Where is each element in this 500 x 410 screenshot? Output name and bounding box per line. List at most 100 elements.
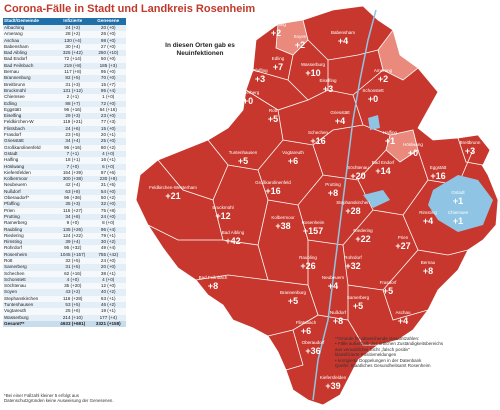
recovered-cell: 63 (+1) <box>90 295 126 303</box>
region-breitbrunn <box>457 134 491 166</box>
map-case-count: +32 <box>345 261 360 271</box>
table-row: Vogtareuth 25 (+6) 19 (+1) <box>3 308 126 315</box>
municipality-cell: Brannenburg <box>3 75 55 82</box>
district-outline <box>135 5 499 406</box>
map-case-count: +5 <box>288 296 298 306</box>
infected-cell: 39 (+4) <box>55 239 91 246</box>
recovered-cell: 12 (+0) <box>90 283 126 290</box>
recovered-cell: 20 (+1) <box>90 132 126 139</box>
map-place-name: Brannenburg <box>280 290 307 295</box>
lake-chiemsee <box>428 175 493 232</box>
municipality-cell: Prutting <box>3 213 55 221</box>
recovered-cell: 64 (+16) <box>90 106 126 114</box>
municipality-cell: Kolbermoor <box>3 176 55 183</box>
infected-cell: 31 (+3) <box>55 81 91 88</box>
total-label-cell: Gesamt** <box>3 320 55 328</box>
infected-cell: 24 (+6) <box>55 125 91 133</box>
map-case-count: +38 <box>275 221 290 231</box>
map-place-name: Aschau <box>395 310 411 315</box>
recovered-cell: 50 (+2) <box>90 195 126 202</box>
map-case-count: +157 <box>303 226 323 236</box>
recovered-cell: 32 (+0) <box>90 201 126 208</box>
map-case-count: +5 <box>383 286 393 296</box>
map-place-name: Flintsbach <box>296 320 317 325</box>
infected-cell: 25 (+6) <box>55 308 91 315</box>
map-case-count: +4 <box>398 316 408 326</box>
table-row: Chiemsee 2 (+1) 1 (+0) <box>3 94 126 101</box>
table-row: Bernau 117 (+8) 95 (+0) <box>3 69 126 76</box>
map-subtitle-line: In diesen Orten gab es <box>165 42 235 49</box>
recovered-cell: 1 (+0) <box>90 94 126 101</box>
map-subtitle-line: Neuinfektionen <box>176 50 224 57</box>
map-place-name: Kolbermoor <box>271 215 295 220</box>
infected-cell: 7 (+1) <box>55 150 91 158</box>
map-place-name: Vogtareuth <box>282 150 304 155</box>
table-row: Flintsbach 24 (+6) 15 (+0) <box>3 125 126 133</box>
municipality-cell: Neubeuern <box>3 182 55 189</box>
map-place-name: Stephanskirchen <box>336 200 370 205</box>
municipality-cell: Chiemsee <box>3 94 55 101</box>
infected-cell: 117 (+8) <box>55 69 91 76</box>
lake-north <box>368 115 380 130</box>
map-place-name: Rimsting <box>419 210 437 215</box>
recovered-cell: 50 (+0) <box>90 56 126 63</box>
infected-cell: 214 (+10) <box>55 314 91 321</box>
map-place-name: Bruckmühl <box>212 205 233 210</box>
municipality-cell: Vogtareuth <box>3 308 55 315</box>
table-row: Kiefersfelden 154 (+39) 87 (+6) <box>3 169 126 177</box>
map-place-name: Bernau <box>421 260 436 265</box>
recovered-cell: 79 (+1) <box>90 232 126 240</box>
infected-cell: 42 (+4) <box>55 182 91 189</box>
column-header-infected: Infizierte <box>55 18 91 25</box>
recovered-cell: 24 (+0) <box>90 213 126 221</box>
map-case-count: +16 <box>310 136 325 146</box>
infected-cell: 96 (+36) <box>55 195 91 202</box>
footnote-line: Datenschutzgründen keine Ausweisung der … <box>4 398 114 403</box>
map-place-name: Prien <box>398 235 409 240</box>
infected-cell: 116 (+28) <box>55 295 91 303</box>
recovered-cell: 19 (+1) <box>90 308 126 315</box>
infected-cell: 32 (+5) <box>55 257 91 265</box>
map-case-count: +8 <box>423 266 433 276</box>
page-title: Corona-Fälle in Stadt und Landkreis Rose… <box>4 3 256 15</box>
table-footnote: *Bei einer Fallzahl kleiner 5 erfolgt au… <box>4 393 164 403</box>
map-place-name: Soyen <box>294 34 307 39</box>
municipality-cell: Halfing <box>3 157 55 164</box>
map-case-count: +6 <box>301 326 311 336</box>
map-place-name: Bad Aibling <box>222 230 245 235</box>
map-case-count: +4 <box>335 116 345 126</box>
total-recovered-cell: 3321 (+158) <box>90 320 126 328</box>
municipality-cell: Rott <box>3 257 55 265</box>
infected-cell: 131 (+12) <box>55 87 91 95</box>
municipality-cell: Stephanskirchen <box>3 295 55 303</box>
map-case-count: +42 <box>225 236 240 246</box>
map-case-count: +21 <box>165 191 180 201</box>
map-case-count: +3 <box>465 146 475 156</box>
map-place-name: Bad Feilnbach <box>199 275 228 280</box>
map-place-name: Frasdorf <box>380 280 398 285</box>
column-header-recovered: Genesene <box>90 18 126 25</box>
map-place-name: Albaching <box>266 22 286 27</box>
map-subtitle: In diesen Orten gab es Neuinfektionen <box>150 42 250 58</box>
map-place-name: Griesstätt <box>330 110 350 115</box>
map-case-count: +8 <box>328 188 338 198</box>
infected-cell: 4 (+0) <box>55 276 91 284</box>
table-row: Soyen 43 (+2) 40 (+2) <box>3 289 126 296</box>
table-row: Söchtenau 35 (+20) 12 (+0) <box>3 283 126 290</box>
map-case-count: +5 <box>353 301 363 311</box>
table-row: Neubeuern 42 (+4) 31 (+5) <box>3 182 126 189</box>
map-place-name: Schechen <box>308 130 329 135</box>
table-row: Gstadt 7 (+1) 4 (+0) <box>3 150 126 158</box>
municipality-cell: Schechen <box>3 270 55 277</box>
recovered-cell: 23 (+0) <box>90 113 126 120</box>
municipality-cell: Feldkirchen-W <box>3 119 55 126</box>
table-row: Schonstett 4 (+0) 4 (+0) <box>3 276 126 284</box>
table-row: Tuntenhausen 53 (+5) 46 (+2) <box>3 302 126 309</box>
recovered-cell: 75 (+8) <box>90 207 126 214</box>
recovered-cell: 24 (+0) <box>90 257 126 265</box>
map-case-count: +26 <box>300 261 315 271</box>
municipality-cell: Flintsbach <box>3 125 55 133</box>
recovered-cell: 54 (+0) <box>90 188 126 196</box>
region-light-hoeslwang <box>385 129 419 163</box>
infected-cell: 2 (+1) <box>55 94 91 101</box>
